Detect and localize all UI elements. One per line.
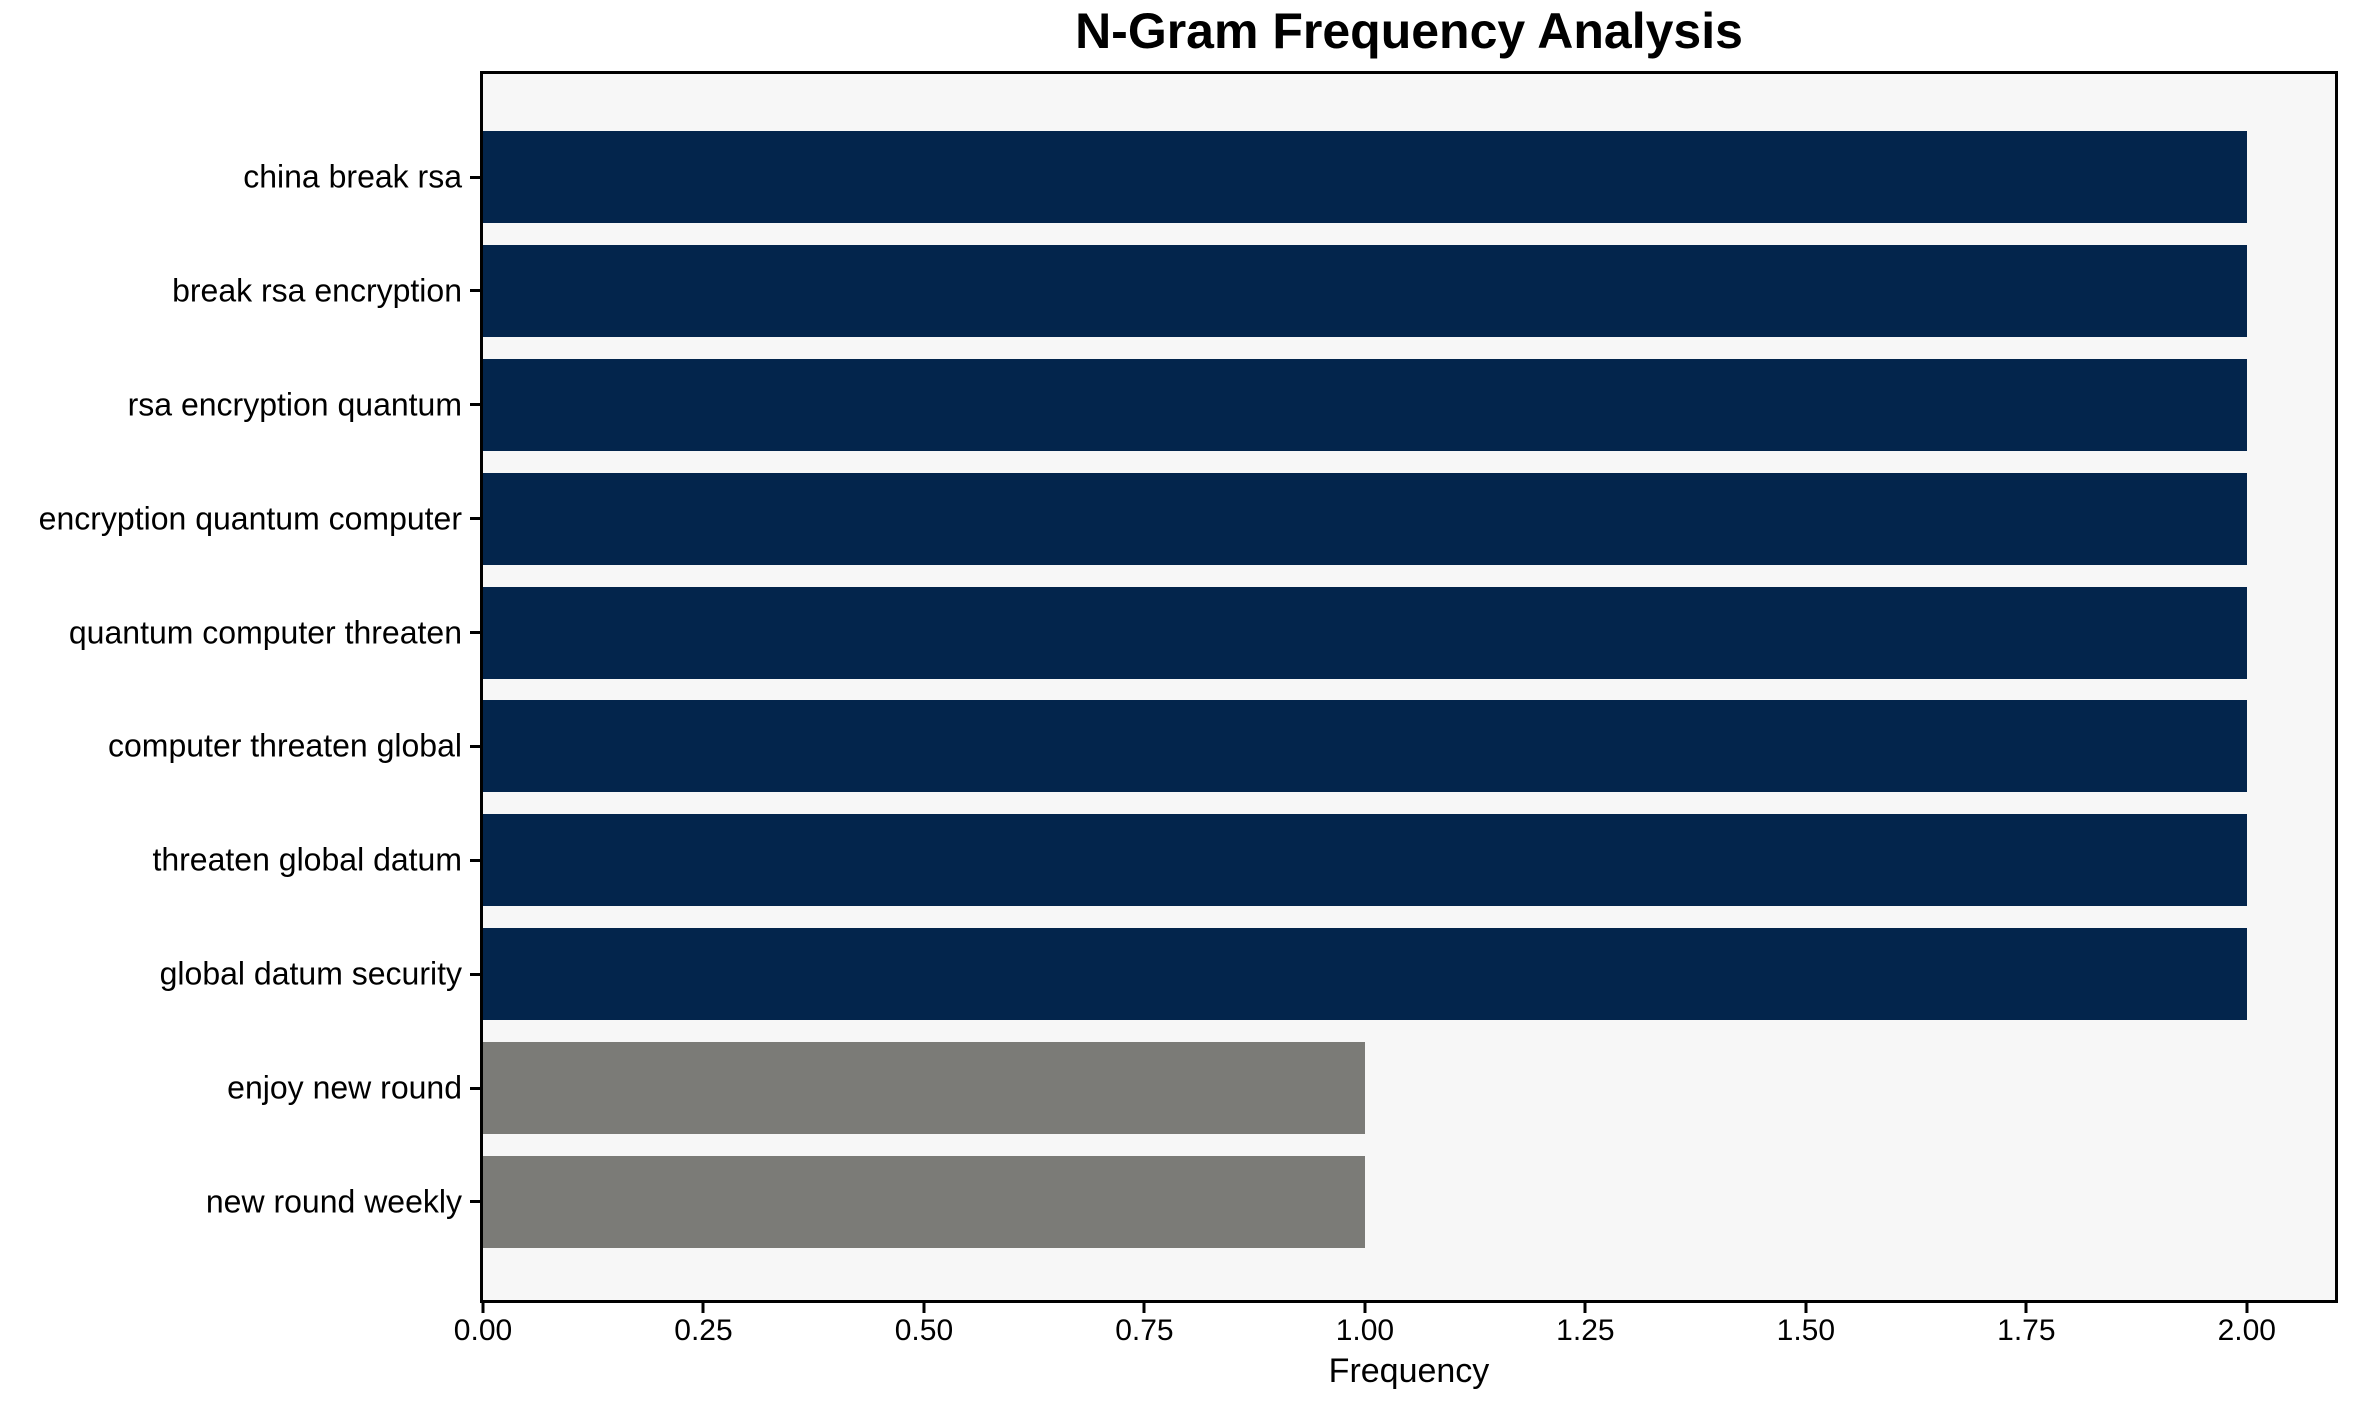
y-tick-mark [470,972,480,976]
x-tick-label: 2.00 [2217,1314,2276,1347]
bar-row: new round weekly [206,1155,2335,1248]
y-tick-label: china break rsa [243,158,462,195]
y-tick-mark [470,1086,480,1090]
x-tick-label: 1.50 [1776,1314,1836,1347]
x-tick-mark [1583,1303,1587,1313]
frequency-bar [483,928,2247,1021]
bar-row: global datum security [160,928,2335,1021]
x-axis-title: Frequency [1328,1352,1490,1390]
bar-row: threaten global datum [152,814,2335,907]
bar-row: computer threaten global [108,700,2335,793]
y-tick-mark [470,517,480,521]
y-tick-label: encryption quantum computer [38,500,462,537]
x-tick-mark [2024,1303,2028,1313]
frequency-bar [483,700,2247,793]
bar-row: break rsa encryption [172,244,2335,337]
x-tick-mark [1363,1303,1367,1313]
frequency-bar [483,358,2247,451]
y-tick-label: threaten global datum [152,841,462,878]
x-tick-label: 0.00 [453,1314,513,1347]
y-tick-label: break rsa encryption [172,272,462,309]
x-tick-label: 1.00 [1335,1314,1395,1347]
frequency-bar [483,244,2247,337]
x-axis: Frequency 0.00 0.25 0.50 0.75 1.00 1.25 1.50 1.… [454,74,2335,1390]
y-tick-mark [470,289,480,293]
x-tick-label: 0.75 [1115,1314,1174,1347]
x-tick-label: 1.25 [1556,1314,1615,1347]
y-tick-label: quantum computer threaten [68,614,462,650]
bar-row: rsa encryption quantum [128,358,2335,451]
y-tick-label: enjoy new round [227,1069,462,1106]
bar-row: encryption quantum computer [39,472,2335,565]
x-tick-mark [481,1303,485,1313]
chart-title: N-Gram Frequency Analysis [1075,3,1743,59]
x-tick-mark [2245,1303,2249,1313]
frequency-bar [483,814,2247,907]
plot-area: china break rsa break rsa encryption rsa e… [39,71,2338,1390]
y-tick-label: rsa encryption quantum [127,386,462,423]
x-tick-label: 1.75 [1997,1314,2056,1347]
frequency-bar [483,472,2247,565]
bar-row: china break rsa [243,131,2335,223]
x-tick-mark [701,1303,705,1313]
y-tick-label: global datum security [159,955,462,992]
y-tick-mark [470,1200,480,1204]
x-tick-label: 0.50 [894,1314,954,1347]
y-tick-mark [470,403,480,407]
y-tick-mark [470,175,480,179]
y-tick-mark [470,858,480,862]
y-tick-label: new round weekly [205,1183,462,1220]
bar-row: quantum computer threaten [69,586,2335,679]
x-tick-mark [1804,1303,1808,1313]
x-tick-mark [1142,1303,1146,1313]
frequency-bar [483,1042,1365,1134]
y-tick-mark [470,744,480,748]
x-tick-label: 0.25 [674,1314,733,1347]
bar-rows-container: china break rsa break rsa encryption rsa e… [39,74,2335,1300]
bar-row: enjoy new round [227,1042,2335,1134]
frequency-bar [483,131,2247,223]
y-tick-mark [470,631,480,634]
y-tick-label: computer threaten global [108,727,462,764]
x-tick-mark [922,1303,926,1313]
frequency-bar [483,1155,1365,1248]
frequency-bar [483,586,2247,679]
